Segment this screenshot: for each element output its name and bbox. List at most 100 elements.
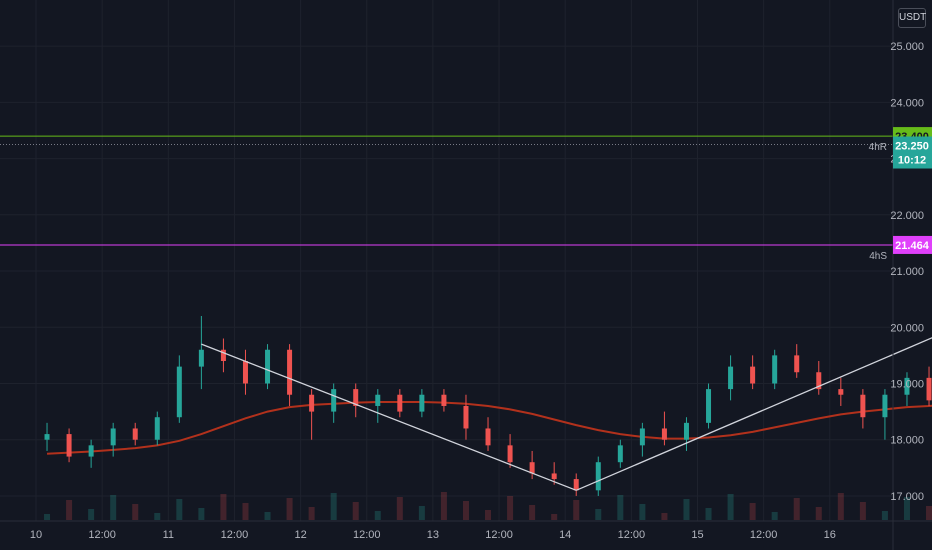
candle-body — [353, 389, 359, 406]
volume-bar — [683, 499, 690, 520]
candle-body — [772, 355, 778, 384]
candle-body — [639, 428, 645, 446]
candle-body — [110, 428, 116, 446]
price-tick-label: 21.000 — [890, 266, 924, 278]
price-axis[interactable]: 17.00018.00019.00020.00021.00022.00023.0… — [890, 41, 924, 503]
trendlines[interactable] — [201, 46, 932, 491]
price-tick-label: 17.000 — [890, 491, 924, 503]
volume-bar — [66, 500, 73, 520]
candle — [309, 389, 315, 440]
candle-body — [507, 445, 513, 463]
candle — [331, 383, 337, 423]
candle-body — [176, 366, 182, 418]
currency-badge[interactable]: USDT — [898, 8, 926, 28]
candle-body — [794, 355, 800, 373]
price-tick-label: 25.000 — [890, 41, 924, 53]
time-tick-label: 12:00 — [353, 529, 381, 541]
volume-bar — [176, 499, 183, 520]
candle-body — [882, 394, 888, 418]
time-tick-label: 10 — [30, 529, 42, 541]
candle-body — [529, 462, 535, 474]
volume-bar — [198, 508, 205, 520]
candle — [728, 355, 734, 401]
candle — [595, 456, 601, 496]
volume-bar — [440, 492, 447, 520]
countdown-label: 10:12 — [898, 155, 926, 167]
time-tick-label: 12:00 — [88, 529, 116, 541]
volume-bar — [727, 494, 734, 520]
candle-body — [750, 366, 756, 384]
candle — [88, 439, 94, 468]
volume-bar — [507, 496, 514, 520]
candle — [220, 338, 226, 373]
candle — [816, 360, 822, 395]
time-axis[interactable]: 10 12:00 11 12:00 12 12:00 13 12:00 14 12:00 15 12:… — [30, 529, 836, 541]
candle-body — [573, 479, 579, 491]
candle — [794, 344, 800, 378]
candle-body — [154, 417, 160, 440]
candle — [154, 411, 160, 446]
volume-bar — [264, 512, 271, 520]
candle — [882, 389, 888, 440]
price-tick-label: 20.000 — [890, 322, 924, 334]
candle-body — [551, 473, 557, 480]
candle-body — [375, 394, 381, 406]
candle — [198, 316, 204, 390]
candle — [838, 377, 844, 406]
candle — [507, 434, 513, 468]
grid — [0, 0, 893, 521]
candle — [661, 411, 667, 446]
candle-body — [309, 394, 315, 412]
candle-body — [661, 428, 667, 440]
volume-bar — [110, 495, 117, 520]
candle — [44, 422, 50, 451]
candle — [110, 422, 116, 457]
volume-bar — [374, 511, 381, 520]
candle-body — [242, 360, 248, 384]
volume-bar — [815, 507, 822, 520]
moving-average — [46, 401, 932, 455]
candle-body — [463, 405, 469, 429]
volume-bar — [837, 493, 844, 520]
volume-bar — [485, 510, 492, 520]
candle-body — [706, 389, 712, 423]
candle — [176, 355, 182, 423]
candle-body — [88, 445, 94, 457]
candle — [242, 349, 248, 395]
volume-bar — [352, 502, 359, 520]
volume-bar — [595, 509, 602, 520]
candle-body — [419, 394, 425, 412]
candle — [573, 473, 579, 496]
candle-body — [397, 394, 403, 412]
volume-bar — [242, 503, 249, 520]
candle — [706, 383, 712, 429]
candle — [639, 422, 645, 457]
volume-bar — [330, 493, 337, 520]
candle-body — [838, 389, 844, 395]
candle — [375, 389, 381, 423]
support-price-tag — [893, 235, 932, 254]
time-tick-label: 15 — [691, 529, 703, 541]
volume-bar — [462, 501, 469, 520]
candle-body — [132, 428, 138, 440]
candle-body — [265, 349, 271, 384]
last-price-label: 23.250 — [895, 141, 929, 153]
level-annotation: 4hS — [869, 251, 887, 262]
candle — [926, 366, 932, 406]
candle — [353, 383, 359, 418]
candle — [441, 389, 447, 412]
candle-body — [441, 394, 447, 406]
time-tick-label: 12:00 — [485, 529, 513, 541]
volume-bar — [286, 498, 293, 520]
downtrend-line — [201, 343, 577, 491]
price-tick-label: 24.000 — [890, 97, 924, 109]
price-tick-label: 22.000 — [890, 210, 924, 222]
candle — [683, 417, 689, 451]
candle-body — [617, 445, 623, 463]
candle — [132, 422, 138, 446]
time-tick-label: 11 — [163, 529, 174, 541]
volume-bar — [639, 504, 646, 520]
